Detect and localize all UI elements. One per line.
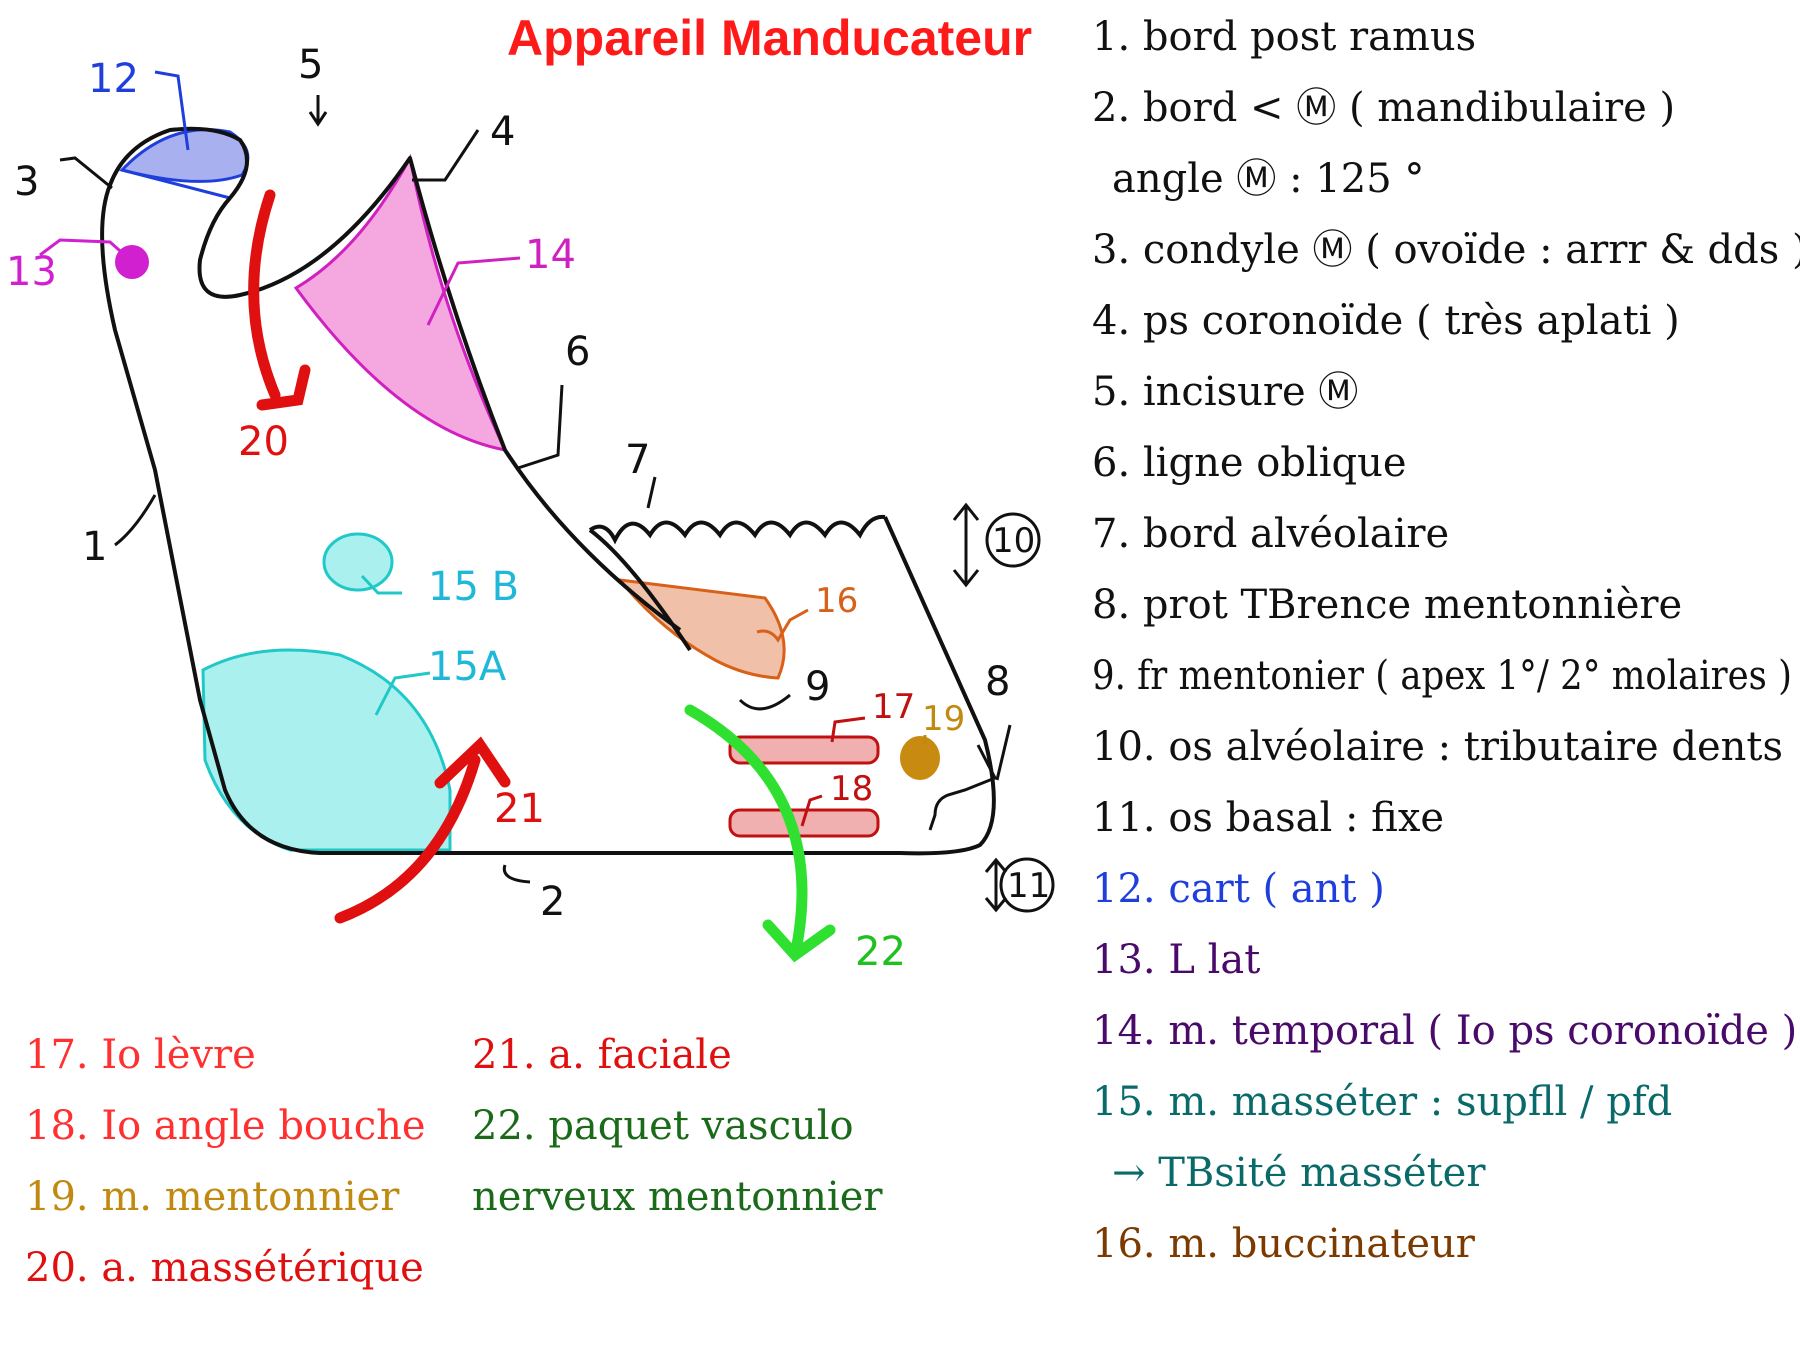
legend-left: 17. Io lèvre 18. Io angle bouche 19. m. … — [25, 1032, 426, 1291]
mandible-outline — [100, 126, 996, 856]
leader-4 — [412, 129, 480, 182]
leader-13 — [39, 238, 129, 260]
label-1: 1 — [82, 524, 107, 570]
alveolar-border — [588, 514, 886, 545]
leader-7 — [646, 476, 657, 509]
label-15a: 15A — [428, 644, 507, 690]
label-16: 16 — [815, 581, 858, 621]
lip-muscle-area — [728, 735, 880, 765]
leader-3 — [59, 156, 113, 190]
masseter-superficial-area — [201, 648, 452, 852]
label-13: 13 — [6, 249, 57, 295]
leader-5 — [308, 95, 328, 127]
label-4: 4 — [490, 109, 515, 155]
leader-17 — [830, 716, 866, 743]
label-circle-10 — [985, 512, 1041, 568]
label-7: 7 — [625, 437, 650, 483]
leader-14 — [426, 256, 521, 326]
label-14: 14 — [525, 232, 576, 278]
legend-right-item: 9. fr mentonier ( apex 1°/ 2° molaires ) — [1092, 653, 1792, 699]
buccinator-area — [616, 578, 786, 680]
legend-left-item: 19. m. mentonnier — [25, 1174, 400, 1220]
legend-mid-item: 21. a. faciale — [472, 1032, 732, 1078]
label-8: 8 — [985, 659, 1010, 705]
legend-right: 1. bord post ramus 2. bord < Ⓜ ( mandibu… — [1092, 14, 1800, 1267]
cartilage-boundary — [121, 168, 231, 200]
label-2: 2 — [540, 879, 565, 925]
legend-right-item: 13. L lat — [1092, 937, 1260, 983]
temporal-muscle-area — [293, 153, 508, 453]
legend-right-item: angle Ⓜ : 125 ° — [1112, 156, 1424, 202]
leader-8 — [928, 724, 1012, 831]
legend-right-item: 1. bord post ramus — [1092, 14, 1476, 60]
label-22: 22 — [855, 929, 906, 975]
legend-right-item: 4. ps coronoïde ( très aplati ) — [1092, 298, 1680, 344]
legend-right-item: 3. condyle Ⓜ ( ovoïde : arrr & dds ) — [1092, 227, 1800, 273]
legend-right-item: 2. bord < Ⓜ ( mandibulaire ) — [1092, 85, 1675, 131]
label-12: 12 — [88, 56, 139, 102]
label-circle-11 — [999, 857, 1055, 913]
legend-right-item: 14. m. temporal ( Io ps coronoïde ) — [1092, 1008, 1797, 1054]
legend-right-item: 16. m. buccinateur — [1092, 1221, 1476, 1267]
leader-6 — [517, 384, 564, 470]
legend-left-item: 17. Io lèvre — [25, 1032, 256, 1078]
legend-right-item: 8. prot TBrence mentonnière — [1092, 582, 1682, 628]
label-3: 3 — [14, 159, 39, 205]
leader-15b — [360, 574, 402, 595]
legend-right-item: 15. m. masséter : supfll / pfd — [1092, 1079, 1672, 1125]
label-20: 20 — [238, 419, 289, 465]
legend-middle: 21. a. faciale 22. paquet vasculo nerveu… — [472, 1032, 883, 1220]
legend-mid-item: nerveux mentonnier — [472, 1174, 883, 1220]
legend-right-item: 12. cart ( ant ) — [1092, 866, 1385, 912]
alveolar-bone-arrow — [952, 502, 980, 588]
label-18: 18 — [830, 769, 873, 809]
mental-vessels-arrow — [684, 704, 836, 963]
facial-artery-arrow — [334, 736, 511, 924]
masseter-deep-area — [322, 532, 394, 592]
leader-1 — [114, 494, 157, 547]
page-title: Appareil Manducateur — [507, 10, 1032, 66]
mentalis-muscle-area — [900, 736, 940, 780]
label-6: 6 — [565, 329, 590, 375]
legend-right-item: 7. bord alvéolaire — [1092, 511, 1449, 557]
legend-right-item: 5. incisure Ⓜ — [1092, 369, 1358, 415]
leader-12 — [154, 70, 190, 151]
leader-16 — [756, 608, 809, 643]
leader-9 — [738, 693, 791, 711]
label-9: 9 — [805, 664, 830, 710]
leader-15a — [374, 671, 431, 716]
legend-mid-item: 22. paquet vasculo — [472, 1103, 854, 1149]
label-21: 21 — [494, 786, 545, 832]
leader-2 — [502, 864, 531, 884]
legend-left-item: 20. a. massétérique — [25, 1245, 424, 1291]
label-19: 19 — [922, 699, 965, 739]
label-11: 11 — [1007, 866, 1050, 906]
legend-left-item: 18. Io angle bouche — [25, 1103, 426, 1149]
basal-bone-arrow — [984, 857, 1008, 913]
label-17: 17 — [872, 687, 915, 727]
label-10: 10 — [992, 521, 1035, 561]
leader-18 — [800, 794, 823, 827]
legend-right-item: 11. os basal : fixe — [1092, 795, 1444, 841]
legend-right-item: 6. ligne oblique — [1092, 440, 1407, 486]
legend-right-item: → TBsité masséter — [1112, 1150, 1486, 1196]
label-15b: 15 B — [428, 564, 519, 610]
masseteric-artery-arrow — [248, 189, 311, 411]
label-5: 5 — [298, 42, 323, 88]
legend-right-item: 10. os alvéolaire : tributaire dents — [1092, 724, 1783, 770]
